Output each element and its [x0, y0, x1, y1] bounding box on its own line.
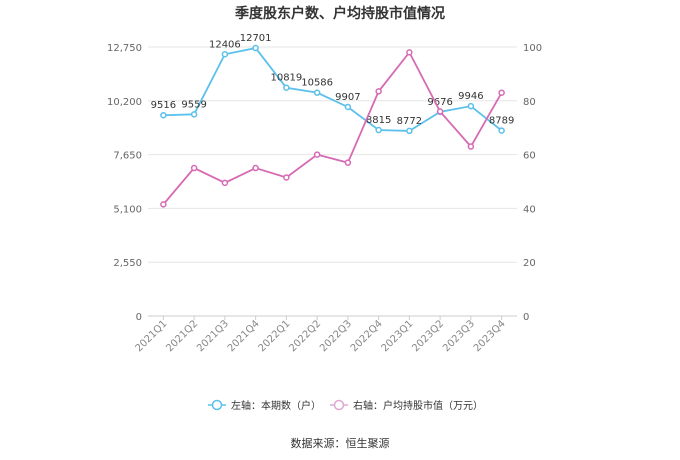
data-point-1[interactable] [283, 84, 290, 91]
left-axis-ticks: 0 2,550 5,100 7,650 10,200 12,750 [107, 43, 142, 323]
source-note: 数据来源：恒生聚源 [291, 436, 390, 450]
data-point-2[interactable] [221, 179, 229, 187]
data-point-1[interactable] [375, 126, 382, 134]
legend: 左轴：本期数（户） 右轴：户均持股市值（万元） [208, 399, 483, 412]
data-point-2[interactable] [252, 164, 259, 172]
series-line-1 [163, 47, 503, 132]
data-point-2[interactable] [436, 108, 444, 115]
data-point-2[interactable] [467, 143, 475, 150]
x-tick-label: 2022Q4 [349, 318, 385, 354]
left-tick-label: 12,750 [107, 43, 142, 54]
right-tick-label: 60 [523, 151, 536, 162]
left-tick-label: 7,650 [113, 151, 142, 162]
left-tick-label: 5,100 [113, 204, 142, 215]
x-tick-label: 2023Q2 [410, 318, 446, 354]
x-tick-label: 2023Q3 [441, 318, 477, 354]
legend-label-right: 右轴：户均持股市值（万元） [353, 399, 483, 412]
x-tick-label: 2022Q1 [257, 318, 293, 354]
data-point-1[interactable] [498, 127, 505, 134]
data-point-2[interactable] [283, 174, 290, 181]
data-point-2[interactable] [344, 159, 352, 166]
x-tick-label: 2021Q2 [164, 318, 200, 354]
data-point-1[interactable] [160, 111, 167, 119]
data-point-1[interactable] [467, 102, 475, 110]
x-tick-label: 2021Q1 [134, 318, 170, 354]
data-point-2[interactable] [160, 201, 167, 208]
x-tick-label: 2022Q3 [318, 318, 354, 354]
x-tick-label: 2023Q1 [380, 318, 416, 354]
data-point-2[interactable] [406, 49, 413, 56]
data-point-2[interactable] [190, 164, 198, 172]
x-tick-label: 2021Q4 [226, 318, 262, 354]
left-tick-label: 2,550 [113, 258, 142, 269]
legend-marker-right [333, 399, 345, 411]
legend-label-left: 左轴：本期数（户） [231, 399, 321, 412]
x-tick-label: 2021Q3 [195, 318, 231, 354]
data-point-1[interactable] [252, 44, 259, 52]
x-axis-ticks: 2021Q12021Q22021Q32021Q42022Q12022Q22022… [134, 316, 508, 354]
right-axis-ticks: 0 20 40 60 80 100 [523, 43, 542, 323]
data-label: 10586 [301, 78, 333, 89]
x-tick-label: 2023Q4 [472, 318, 508, 354]
data-label: 9676 [427, 97, 452, 108]
data-point-1[interactable] [344, 103, 352, 111]
left-tick-label: 0 [136, 312, 142, 323]
data-label: 9907 [335, 92, 360, 103]
data-point-1[interactable] [406, 127, 413, 135]
data-point-1[interactable] [221, 51, 229, 58]
data-label: 9946 [458, 91, 483, 102]
left-tick-label: 10,200 [107, 97, 142, 108]
series-line-2 [162, 50, 503, 205]
data-label: 8789 [489, 116, 514, 127]
legend-item-right-series[interactable]: 右轴：户均持股市值（万元） [330, 399, 483, 412]
data-label: 10819 [270, 73, 302, 84]
right-tick-label: 20 [523, 258, 536, 269]
legend-marker-left [211, 399, 223, 411]
data-label: 8815 [366, 115, 391, 126]
data-label: 12406 [209, 39, 241, 50]
chart-title: 季度股东户数、户均持股市值情况 [234, 5, 445, 22]
right-tick-label: 40 [523, 204, 536, 215]
data-point-2[interactable] [375, 88, 382, 95]
right-tick-label: 80 [523, 97, 536, 108]
data-point-2[interactable] [498, 89, 505, 96]
data-label: 8772 [397, 116, 422, 127]
x-tick-label: 2022Q2 [287, 318, 323, 354]
data-label: 12701 [240, 33, 272, 44]
right-tick-label: 100 [523, 43, 542, 54]
data-point-2[interactable] [313, 151, 321, 158]
right-tick-label: 0 [523, 312, 529, 323]
legend-item-left-series[interactable]: 左轴：本期数（户） [208, 399, 321, 412]
data-point-1[interactable] [313, 89, 321, 96]
data-label: 9516 [151, 100, 176, 111]
data-point-1[interactable] [190, 111, 198, 118]
data-label: 9559 [181, 99, 206, 110]
